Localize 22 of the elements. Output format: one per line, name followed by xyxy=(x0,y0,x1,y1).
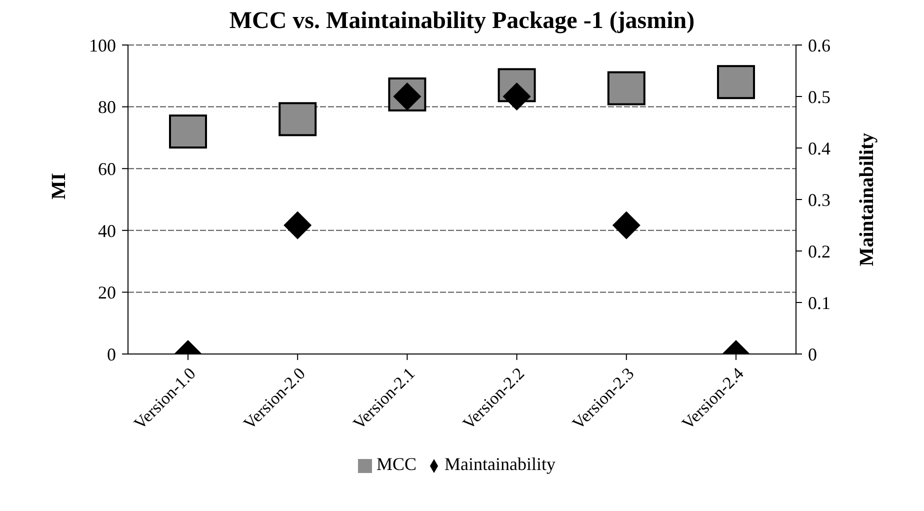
y2-axis-title: Maintainability xyxy=(856,132,878,266)
y-tick-label: 20 xyxy=(98,282,116,303)
y-tick-label: 100 xyxy=(89,35,116,56)
y2-tick-label: 0.2 xyxy=(808,241,830,262)
legend-label: Maintainability xyxy=(444,454,556,474)
y-tick-label: 60 xyxy=(98,158,116,179)
point xyxy=(607,71,646,106)
y2-tick-label: 0.3 xyxy=(808,190,830,210)
point xyxy=(169,114,207,149)
point xyxy=(278,102,317,136)
y2-tick-label: 0.4 xyxy=(808,138,830,158)
y2-tick-label: 0 xyxy=(808,344,817,364)
y2-tick-label: 0.6 xyxy=(808,35,830,56)
y2-tick-label: 0.5 xyxy=(808,86,830,107)
y-axis-title: MI xyxy=(48,172,70,200)
point xyxy=(717,65,755,100)
legend-label: MCC xyxy=(376,454,417,474)
y-tick-label: 40 xyxy=(98,220,116,241)
y2-tick-label: 0.1 xyxy=(808,292,830,313)
y-tick-label: 0 xyxy=(107,344,116,364)
chart-title: MCC vs. Maintainability Package -1 (jasmin) xyxy=(228,8,696,35)
y-tick-label: 80 xyxy=(98,97,116,118)
